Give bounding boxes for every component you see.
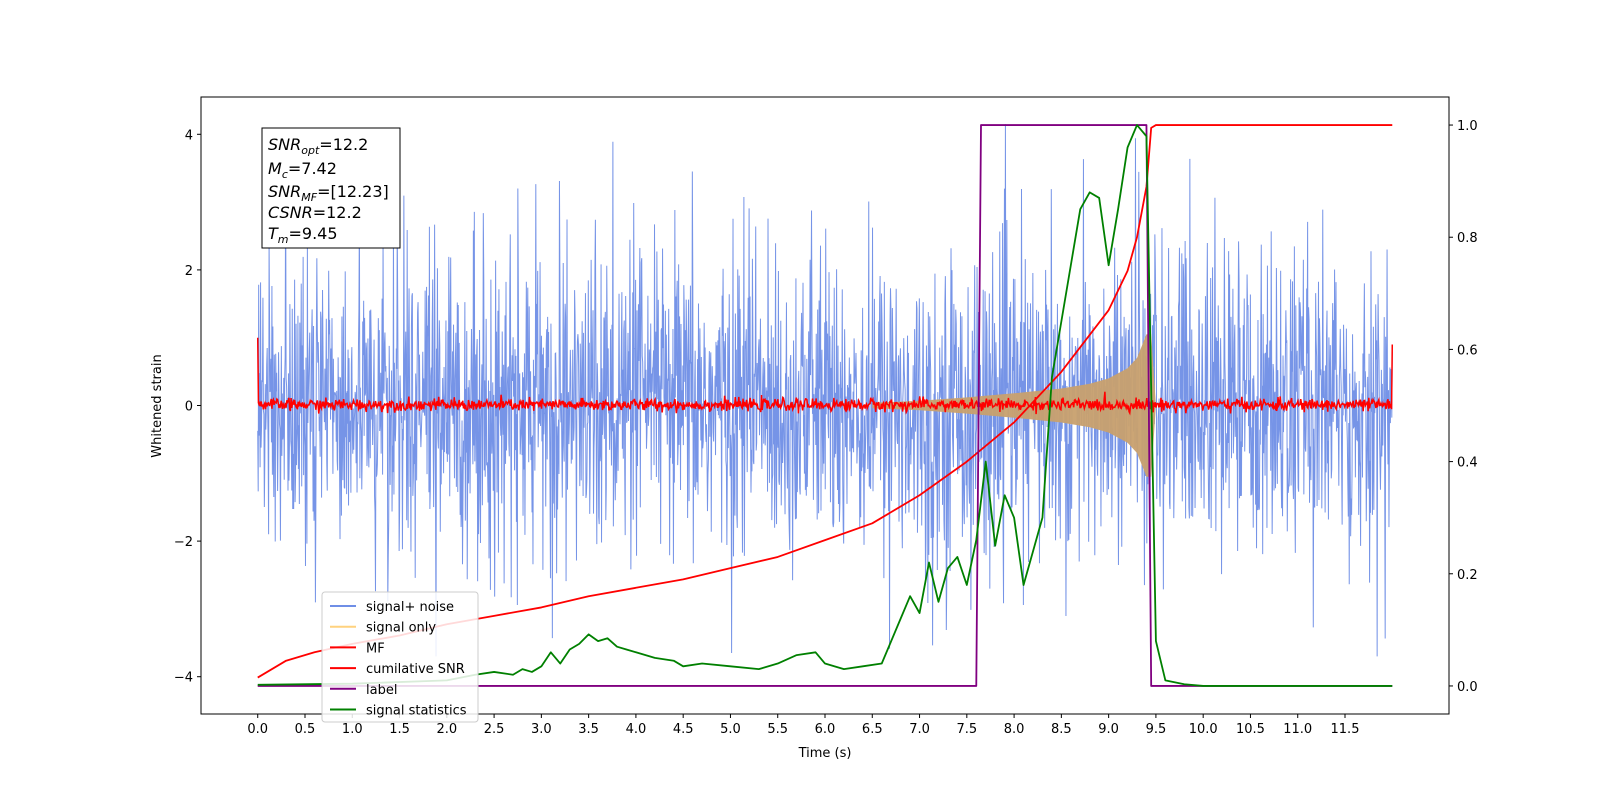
x-tick-label: 6.0 (815, 722, 836, 737)
legend: signal+ noise signal only MF cumilative SNR… (321, 591, 479, 723)
y-right-tick-label: 0.2 (1457, 568, 1478, 583)
legend-label-signal-statistics: signal statistics (366, 704, 467, 719)
x-axis-label: Time (s) (798, 746, 852, 761)
x-tick-label: 4.0 (626, 722, 647, 737)
legend-label-signal-only: signal only (366, 621, 436, 636)
y-left-tick-label: −2 (174, 535, 193, 550)
series-label (257, 124, 1393, 687)
info-csnr: CSNR=12.2 (268, 203, 362, 222)
y-right-tick-label: 0.8 (1457, 231, 1478, 246)
x-tick-label: 9.0 (1098, 722, 1119, 737)
info-box-frame (261, 127, 401, 249)
y-axis-label: Whitened strain (150, 354, 165, 457)
x-tick-label: 1.0 (342, 722, 363, 737)
x-tick-label: 3.0 (531, 722, 552, 737)
y-right-tick-label: 0.0 (1457, 680, 1478, 695)
x-tick-label: 7.0 (909, 722, 930, 737)
series-signal-only (872, 334, 1156, 477)
y-left-tick-label: 0 (185, 400, 193, 415)
axis-ticks: 0.0 0.5 1.0 1.5 2.0 2.5 3.0 3.5 4.0 4.5 5.0 5.5 6.0 6… (174, 119, 1478, 737)
info-mc: Mc=7.42 (268, 159, 337, 181)
y-left-tick-label: −4 (174, 671, 193, 686)
legend-frame (321, 591, 479, 723)
x-tick-label: 8.0 (1004, 722, 1025, 737)
x-tick-label: 1.5 (389, 722, 410, 737)
x-tick-label: 5.5 (767, 722, 788, 737)
x-tick-label: 7.5 (956, 722, 977, 737)
y-right-tick-label: 0.6 (1457, 343, 1478, 358)
y-right-tick-label: 0.4 (1457, 456, 1478, 471)
x-tick-label: 11.0 (1283, 722, 1312, 737)
legend-label-signal-noise: signal+ noise (366, 600, 454, 615)
x-tick-label: 0.0 (247, 722, 268, 737)
info-snr-opt: SNRopt=12.2 (268, 135, 368, 157)
legend-label-mf: MF (366, 641, 385, 656)
x-tick-label: 5.0 (720, 722, 741, 737)
info-box: SNRopt=12.2 Mc=7.42 SNRMF=[12.23] CSNR=1… (261, 127, 401, 249)
series-signal-statistics (257, 124, 1393, 687)
x-tick-label: 2.0 (436, 722, 457, 737)
x-tick-label: 3.5 (578, 722, 599, 737)
y-left-tick-label: 2 (185, 264, 193, 279)
x-tick-label: 2.5 (484, 722, 505, 737)
x-tick-label: 11.5 (1331, 722, 1360, 737)
x-tick-label: 4.5 (673, 722, 694, 737)
legend-label-label: label (366, 683, 397, 698)
legend-label-cumilative-snr: cumilative SNR (366, 662, 465, 677)
series-mf (256, 337, 1394, 416)
y-right-tick-label: 1.0 (1457, 119, 1478, 134)
x-tick-label: 10.0 (1189, 722, 1218, 737)
x-tick-label: 8.5 (1051, 722, 1072, 737)
info-tm: Tm=9.45 (268, 224, 338, 246)
x-tick-label: 10.5 (1236, 722, 1265, 737)
info-snr-mf: SNRMF=[12.23] (268, 182, 389, 204)
x-tick-label: 6.5 (862, 722, 883, 737)
x-tick-label: 9.5 (1146, 722, 1167, 737)
x-tick-label: 0.5 (295, 722, 316, 737)
y-left-tick-label: 4 (185, 128, 193, 143)
